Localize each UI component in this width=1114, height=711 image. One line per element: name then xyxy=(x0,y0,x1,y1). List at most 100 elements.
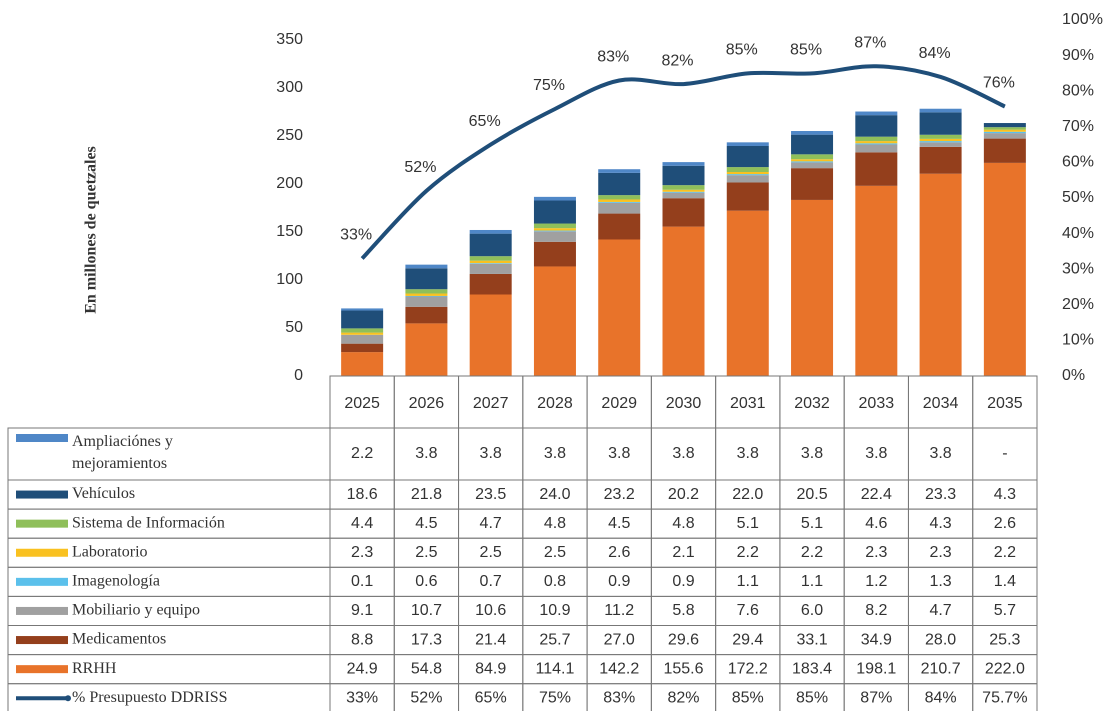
table-value: 85% xyxy=(732,689,764,706)
bar-segment xyxy=(919,141,962,143)
bar-segment xyxy=(598,172,641,196)
table-value: 222.0 xyxy=(985,660,1025,677)
bar-segment xyxy=(919,142,962,147)
table-value: 1.1 xyxy=(801,573,823,590)
data-label: 84% xyxy=(919,45,951,62)
bar-segment xyxy=(919,173,962,376)
table-value: 23.5 xyxy=(475,486,506,503)
bar-segment xyxy=(726,210,769,376)
bar-segment xyxy=(662,162,705,166)
bar-segment xyxy=(533,228,576,231)
table-value: 3.8 xyxy=(801,445,823,462)
table-value: 2.3 xyxy=(351,544,373,561)
legend-swatch xyxy=(16,519,68,528)
table-value: 3.8 xyxy=(415,445,437,462)
data-label: 82% xyxy=(661,52,693,69)
bar-segment xyxy=(855,111,898,116)
data-label: 75% xyxy=(533,77,565,94)
y-tick-label: 350 xyxy=(276,31,303,48)
y2-tick-label: 30% xyxy=(1062,260,1094,277)
table-value: 21.4 xyxy=(475,631,506,648)
table-value: 1.4 xyxy=(994,573,1016,590)
table-value: 87% xyxy=(860,689,892,706)
bar-segment xyxy=(983,133,1026,139)
y2-tick-label: 40% xyxy=(1062,225,1094,242)
bar-segment xyxy=(726,145,769,168)
table-value: 7.6 xyxy=(737,602,759,619)
table-value: 82% xyxy=(667,689,699,706)
table-value: 2.6 xyxy=(608,544,630,561)
table-value: 183.4 xyxy=(792,660,832,677)
data-label: 65% xyxy=(469,113,501,130)
bar-segment xyxy=(598,169,641,173)
table-value: 210.7 xyxy=(921,660,961,677)
table-value: 33% xyxy=(346,689,378,706)
y2-tick-label: 60% xyxy=(1062,154,1094,171)
table-value: 4.5 xyxy=(608,515,630,532)
bar-segment xyxy=(791,159,834,162)
y2-tick-label: 80% xyxy=(1062,82,1094,99)
table-value: 17.3 xyxy=(411,631,442,648)
bar-segment xyxy=(469,263,512,264)
bar-segment xyxy=(791,131,834,135)
y2-tick-label: 90% xyxy=(1062,47,1094,64)
legend-swatch xyxy=(16,665,68,674)
table-cell xyxy=(972,683,1038,711)
legend-swatch xyxy=(16,606,68,615)
bar-segment xyxy=(405,306,448,324)
table-value: 75.7% xyxy=(982,689,1027,706)
legend-swatch xyxy=(16,577,68,586)
bar-segment xyxy=(533,223,576,229)
table-value: 3.8 xyxy=(737,445,759,462)
table-value: 0.8 xyxy=(544,573,566,590)
table-value: 33.1 xyxy=(796,631,827,648)
bar-segment xyxy=(662,185,705,190)
bar-segment xyxy=(855,141,898,144)
legend-swatch xyxy=(16,636,68,645)
table-value: 4.7 xyxy=(929,602,951,619)
table-value: 3.8 xyxy=(865,445,887,462)
y2-tick-label: 50% xyxy=(1062,189,1094,206)
table-value: 4.5 xyxy=(415,515,437,532)
table-value: 28.0 xyxy=(925,631,956,648)
y-tick-label: 0 xyxy=(294,367,303,384)
table-value: 83% xyxy=(603,689,635,706)
bar-segment xyxy=(598,239,641,376)
bar-segment xyxy=(726,175,769,183)
legend-swatch xyxy=(16,548,68,557)
data-label: 85% xyxy=(790,42,822,59)
bar-segment xyxy=(919,138,962,142)
bar-segment xyxy=(341,352,384,376)
table-value: 5.8 xyxy=(672,602,694,619)
table-value: 54.8 xyxy=(411,660,442,677)
table-value: 4.4 xyxy=(351,515,373,532)
bar-segment xyxy=(662,226,705,376)
table-value: 4.6 xyxy=(865,515,887,532)
table-value: 34.9 xyxy=(861,631,892,648)
table-value: 8.2 xyxy=(865,602,887,619)
table-value: 2.2 xyxy=(737,544,759,561)
bar-segment xyxy=(533,230,576,232)
y-tick-label: 150 xyxy=(276,223,303,240)
bar-segment xyxy=(919,134,962,139)
bar-segment xyxy=(726,174,769,176)
table-value: 3.8 xyxy=(929,445,951,462)
table-value: 2.2 xyxy=(801,544,823,561)
y-tick-label: 50 xyxy=(285,319,303,336)
y2-tick-label: 100% xyxy=(1062,11,1103,28)
data-label: 85% xyxy=(726,42,758,59)
table-value: 198.1 xyxy=(856,660,896,677)
table-value: 18.6 xyxy=(347,486,378,503)
bar-segment xyxy=(855,136,898,142)
bar-segment xyxy=(791,161,834,163)
bar-segment xyxy=(533,241,576,267)
table-value: 2.2 xyxy=(994,544,1016,561)
bar-segment xyxy=(855,143,898,145)
y-tick-label: 300 xyxy=(276,79,303,96)
table-value: 24.0 xyxy=(539,486,570,503)
bar-segment xyxy=(662,165,705,186)
legend-swatch xyxy=(16,434,68,442)
bar-segment xyxy=(855,152,898,186)
table-value: 4.8 xyxy=(544,515,566,532)
